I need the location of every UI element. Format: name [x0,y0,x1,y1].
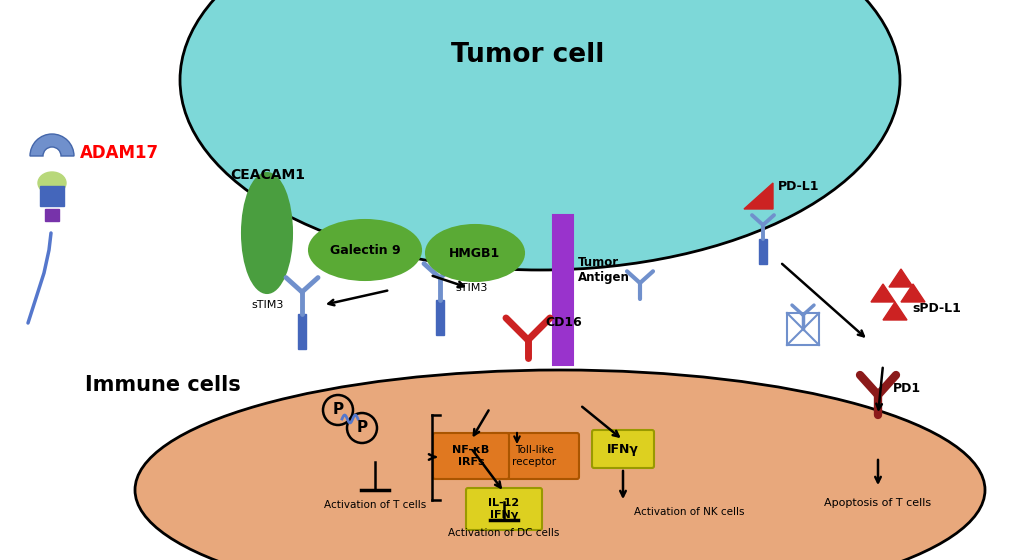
Ellipse shape [180,0,900,270]
Bar [40,186,64,206]
Ellipse shape [38,172,66,194]
Text: Galectin 9: Galectin 9 [330,244,400,256]
Ellipse shape [242,173,292,293]
Text: Apoptosis of T cells: Apoptosis of T cells [824,498,932,508]
Text: Activation of NK cells: Activation of NK cells [634,507,744,517]
Ellipse shape [426,225,524,281]
Bar [45,209,59,221]
Bar [553,215,573,365]
Text: P: P [356,421,367,436]
Polygon shape [889,269,914,287]
Text: P: P [333,403,343,418]
Polygon shape [901,284,925,302]
FancyBboxPatch shape [433,433,509,479]
Text: Immune cells: Immune cells [85,375,241,395]
Text: Activation of T cells: Activation of T cells [324,500,426,510]
Text: ADAM17: ADAM17 [80,144,159,162]
Bar [787,313,819,345]
Wedge shape [30,134,74,156]
Text: Tumor cell: Tumor cell [452,42,605,68]
Polygon shape [883,302,907,320]
Text: Toll-like
receptor: Toll-like receptor [513,445,556,467]
Text: PD-L1: PD-L1 [779,180,819,193]
Text: IL-12
IFNγ: IL-12 IFNγ [488,498,520,520]
Ellipse shape [309,220,421,280]
Polygon shape [744,183,773,209]
Text: sPD-L1: sPD-L1 [912,301,961,315]
Text: CD16: CD16 [545,315,582,329]
Bar [298,314,306,349]
Bar [759,239,767,264]
Text: Activation of DC cells: Activation of DC cells [449,528,559,538]
FancyBboxPatch shape [466,488,542,530]
Bar [436,300,444,335]
FancyBboxPatch shape [490,433,579,479]
Text: CEACAM1: CEACAM1 [230,168,304,182]
Text: NF-κB
IRFs: NF-κB IRFs [453,445,489,467]
FancyBboxPatch shape [592,430,654,468]
Text: sTIM3: sTIM3 [455,283,487,293]
Polygon shape [871,284,895,302]
Text: sTIM3: sTIM3 [252,300,284,310]
Text: PD1: PD1 [893,381,922,394]
Ellipse shape [135,370,985,560]
Text: HMGB1: HMGB1 [450,246,500,259]
Text: Tumor
Antigen: Tumor Antigen [578,256,630,284]
Text: IFNγ: IFNγ [607,442,638,455]
